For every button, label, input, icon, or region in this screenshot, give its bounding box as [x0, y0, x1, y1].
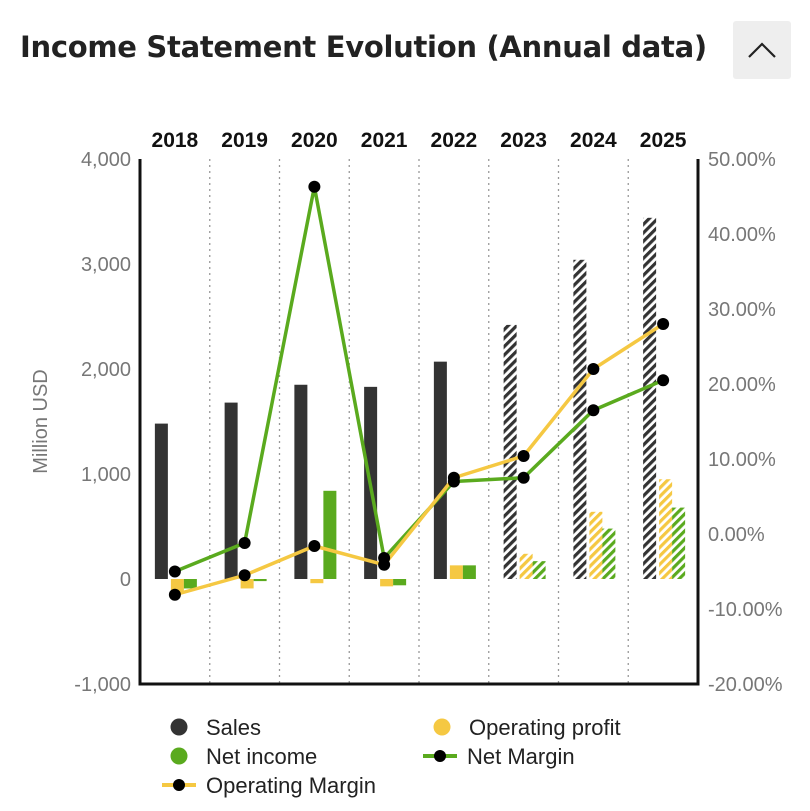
- legend-item[interactable]: Operating Margin: [162, 773, 376, 798]
- y-tick-label: -1,000: [74, 674, 131, 696]
- x-tick-label: 2025: [640, 129, 687, 152]
- legend-label: Sales: [206, 715, 261, 740]
- operating-profit-bar: [659, 479, 673, 579]
- x-tick-label: 2022: [431, 129, 478, 152]
- net-income-bar: [253, 579, 267, 582]
- y-axis-label: Million USD: [30, 369, 52, 473]
- chart-title: Income Statement Evolution (Annual data): [20, 30, 707, 64]
- chevron-up-icon: [748, 42, 776, 58]
- operating-margin-point: [657, 318, 670, 330]
- legend-item[interactable]: Sales: [170, 715, 262, 740]
- operating-margin-point: [378, 558, 391, 571]
- y2-tick-label: 30.00%: [708, 299, 776, 321]
- operating-margin-point: [238, 569, 251, 582]
- net-income-bar: [602, 528, 616, 579]
- legend-label: Operating profit: [469, 715, 621, 740]
- net-income-bar: [672, 507, 686, 579]
- y2-tick-label: 40.00%: [708, 224, 776, 246]
- sales-bar: [154, 423, 168, 579]
- operating-margin-point: [517, 450, 530, 462]
- x-tick-label: 2023: [500, 129, 547, 152]
- net-income-bar: [393, 579, 407, 586]
- operating-margin-point: [587, 363, 600, 375]
- net-income-bar: [323, 490, 337, 579]
- y-tick-label: 0: [120, 569, 131, 591]
- operating-margin-line: [174, 322, 665, 597]
- y2-tick-label: -10.00%: [708, 599, 783, 621]
- legend-marker: [434, 750, 446, 762]
- legend-swatch: [433, 718, 451, 736]
- legend-item[interactable]: Net income: [170, 744, 318, 769]
- operating-profit-bar: [380, 579, 394, 587]
- operating-margin-point: [168, 588, 181, 601]
- net-margin-point: [308, 180, 321, 193]
- operating-profit-bar: [589, 511, 603, 579]
- x-tick-label: 2021: [361, 129, 408, 152]
- net-margin-point: [657, 374, 670, 387]
- operating-profit-bar: [449, 565, 463, 579]
- y-tick-label: 1,000: [81, 464, 131, 486]
- y2-tick-label: 10.00%: [708, 449, 776, 471]
- net-margin-point: [587, 404, 600, 417]
- legend-label: Net Margin: [467, 744, 575, 769]
- y-tick-label: 3,000: [81, 254, 131, 276]
- legend-item[interactable]: Operating profit: [433, 715, 621, 740]
- legend-item[interactable]: Net Margin: [423, 744, 575, 769]
- net-margin-point: [168, 565, 181, 578]
- y2-tick-label: 0.00%: [708, 524, 765, 546]
- y2-tick-label: 50.00%: [708, 149, 776, 171]
- net-margin-point: [517, 471, 530, 484]
- sales-bar: [503, 324, 517, 579]
- operating-profit-bar: [310, 579, 324, 584]
- legend-label: Net income: [206, 744, 317, 769]
- operating-margin-point: [308, 540, 321, 552]
- x-tick-label: 2018: [152, 129, 199, 152]
- x-tick-label: 2019: [221, 129, 268, 152]
- legend-swatch: [170, 718, 188, 736]
- x-tick-label: 2020: [291, 129, 338, 152]
- collapse-button[interactable]: [733, 21, 791, 79]
- net-income-bar: [532, 561, 546, 579]
- net-income-bar: [183, 579, 197, 589]
- operating-profit-bar: [170, 579, 184, 592]
- operating-margin-point: [447, 471, 460, 484]
- legend-label: Operating Margin: [206, 773, 376, 798]
- y2-tick-label: -20.00%: [708, 674, 783, 696]
- y-tick-label: 4,000: [81, 149, 131, 171]
- legend-swatch: [170, 747, 188, 765]
- sales-bar: [573, 259, 587, 579]
- net-margin-point: [238, 537, 251, 549]
- y2-tick-label: 20.00%: [708, 374, 776, 396]
- x-tick-label: 2024: [570, 129, 617, 152]
- net-income-bar: [462, 565, 476, 579]
- operating-profit-bar: [519, 553, 533, 579]
- legend-marker: [173, 779, 185, 791]
- sales-bar: [433, 361, 447, 579]
- sales-bar: [643, 217, 657, 580]
- sales-bar: [224, 402, 238, 579]
- sales-bar: [294, 384, 308, 579]
- operating-profit-bar: [240, 579, 254, 589]
- y-tick-label: 2,000: [81, 359, 131, 381]
